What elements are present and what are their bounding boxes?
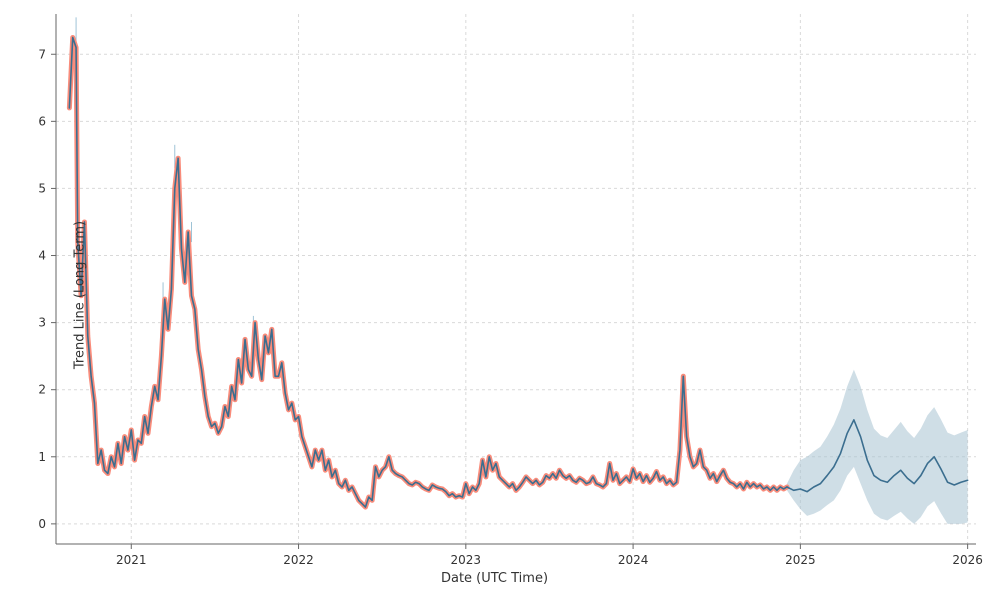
y-tick-label: 6 (38, 114, 46, 128)
forecast-band (787, 370, 968, 524)
y-axis-label: Trend Line (Long Term) (73, 221, 88, 369)
y-tick-label: 1 (38, 450, 46, 464)
x-tick-label: 2024 (618, 553, 649, 567)
y-tick-label: 2 (38, 383, 46, 397)
chart-svg: 2021 2022 2023 2024 2025 2026 0 1 2 3 4 5 6 7 (0, 0, 989, 590)
x-axis-label: Date (UTC Time) (441, 571, 548, 586)
y-tick-label: 0 (38, 517, 46, 531)
x-tick-label: 2022 (283, 553, 314, 567)
y-tick-label: 5 (38, 181, 46, 195)
x-tick-label: 2023 (451, 553, 482, 567)
x-tick-label: 2021 (116, 553, 147, 567)
historical-outline (69, 37, 787, 507)
trend-forecast-chart: 2021 2022 2023 2024 2025 2026 0 1 2 3 4 5 6 7 Date (U… (0, 0, 989, 590)
x-tick-label: 2025 (785, 553, 816, 567)
x-tick-label: 2026 (952, 553, 983, 567)
y-tick-label: 3 (38, 316, 46, 330)
y-tick-label: 4 (38, 249, 46, 263)
y-tick-label: 7 (38, 47, 46, 61)
